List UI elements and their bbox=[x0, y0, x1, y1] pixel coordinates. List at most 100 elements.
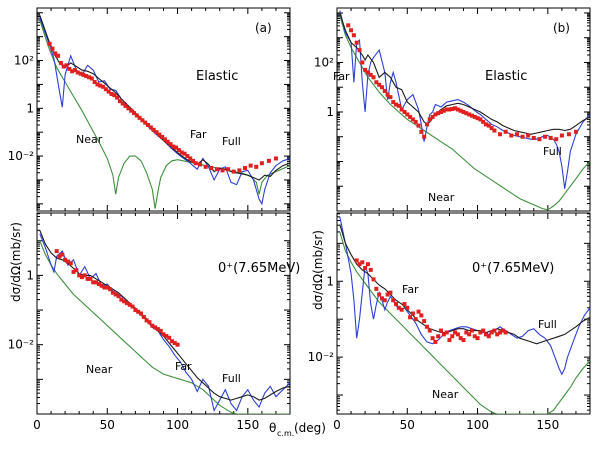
plot-frame bbox=[36, 7, 291, 212]
data-point bbox=[94, 280, 99, 285]
data-point bbox=[70, 69, 75, 74]
data-point bbox=[453, 330, 458, 335]
panel-a-inelastic: 0 50 100 150 1 10⁻² 0⁺(7.65MeV) Near Far Full bbox=[8, 212, 300, 432]
x-axis-label-subscript: c.m. bbox=[277, 429, 294, 438]
data-point bbox=[467, 332, 472, 337]
x-tick-label: 50 bbox=[100, 418, 115, 432]
series-line-near bbox=[39, 19, 290, 209]
data-point bbox=[165, 139, 170, 144]
data-point bbox=[439, 109, 444, 114]
data-point bbox=[396, 305, 401, 310]
series-line-near bbox=[339, 15, 590, 211]
data-point bbox=[63, 257, 68, 262]
y-tick-label: 10⁻² bbox=[8, 149, 35, 163]
data-point bbox=[113, 292, 118, 297]
data-point bbox=[478, 117, 483, 122]
data-point bbox=[164, 334, 169, 339]
data-point bbox=[179, 150, 184, 155]
data-point bbox=[266, 158, 271, 163]
data-point bbox=[520, 134, 525, 139]
data-point bbox=[410, 311, 415, 316]
curve-label-far: Far bbox=[175, 360, 192, 373]
data-point bbox=[102, 285, 107, 290]
data-point bbox=[486, 123, 491, 128]
data-point bbox=[402, 109, 407, 114]
data-point bbox=[140, 118, 145, 123]
data-point bbox=[391, 100, 396, 105]
data-point bbox=[464, 330, 469, 335]
data-point bbox=[154, 130, 159, 135]
series-line-near bbox=[39, 240, 290, 414]
data-point bbox=[354, 40, 359, 45]
curve-label-far: Far bbox=[402, 283, 419, 296]
data-point bbox=[148, 125, 153, 130]
data-point bbox=[458, 108, 463, 113]
data-point bbox=[388, 95, 393, 100]
data-point bbox=[122, 299, 127, 304]
data-point bbox=[273, 156, 278, 161]
data-point bbox=[447, 107, 452, 112]
data-point bbox=[88, 276, 93, 281]
data-point bbox=[172, 340, 177, 345]
data-point bbox=[559, 133, 564, 138]
data-point bbox=[53, 51, 58, 56]
y-tick-label: 10² bbox=[314, 55, 334, 69]
data-point bbox=[365, 70, 370, 75]
data-point bbox=[430, 336, 435, 341]
data-point bbox=[203, 164, 208, 169]
data-point bbox=[374, 80, 379, 85]
data-point bbox=[481, 119, 486, 124]
data-point bbox=[441, 332, 446, 337]
data-point bbox=[503, 129, 508, 134]
data-point bbox=[134, 113, 139, 118]
curve-label-full: Full bbox=[543, 145, 562, 158]
data-point bbox=[65, 259, 70, 264]
data-point bbox=[50, 46, 55, 51]
data-point bbox=[71, 269, 76, 274]
data-point bbox=[422, 319, 427, 324]
data-point bbox=[56, 53, 61, 58]
data-point bbox=[388, 290, 393, 295]
data-point bbox=[399, 307, 404, 312]
plot-area bbox=[339, 216, 590, 414]
data-point bbox=[509, 133, 514, 138]
data-point bbox=[419, 313, 424, 318]
data-point bbox=[112, 93, 117, 98]
data-point bbox=[141, 314, 146, 319]
data-point bbox=[413, 317, 418, 322]
data-point bbox=[75, 70, 80, 75]
y-axis-label-right: dσ/dΩ(mb/sr) bbox=[311, 230, 325, 310]
curve-label-far: Far bbox=[190, 128, 207, 141]
data-point bbox=[158, 328, 163, 333]
data-point bbox=[450, 107, 455, 112]
data-point bbox=[385, 92, 390, 97]
data-point bbox=[60, 252, 65, 257]
data-point bbox=[47, 41, 52, 46]
data-point bbox=[175, 342, 180, 347]
panel-b-elastic: 10² 1 (b) Elastic Far Near Full bbox=[314, 7, 591, 212]
data-point bbox=[144, 318, 149, 323]
y-tick-label: 1 bbox=[326, 274, 334, 288]
x-tick-label: 150 bbox=[236, 418, 259, 432]
data-point bbox=[489, 126, 494, 131]
data-point bbox=[475, 116, 480, 121]
data-point bbox=[84, 74, 89, 79]
y-axis-label-left: dσ/dΩ(mb/sr) bbox=[9, 222, 23, 302]
data-point bbox=[248, 163, 253, 168]
data-point bbox=[103, 87, 108, 92]
data-point bbox=[168, 142, 173, 147]
data-point bbox=[357, 48, 362, 53]
data-point bbox=[182, 151, 187, 156]
y-tick-label: 1 bbox=[326, 105, 334, 119]
data-point bbox=[106, 89, 111, 94]
data-point bbox=[410, 117, 415, 122]
data-point bbox=[450, 334, 455, 339]
data-point bbox=[150, 323, 155, 328]
data-point bbox=[360, 60, 365, 65]
series-line-far bbox=[39, 17, 290, 206]
data-point bbox=[394, 102, 399, 107]
data-point bbox=[413, 119, 418, 124]
data-point bbox=[371, 277, 376, 282]
data-point bbox=[146, 123, 151, 128]
